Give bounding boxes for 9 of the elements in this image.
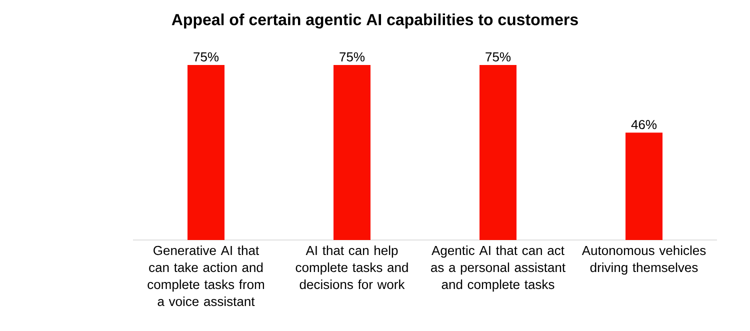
- x-tick-label: AI that can help complete tasks and decisions for work: [296, 246, 408, 290]
- x-tick-label: Agentic AI that can act as a personal assistant and complete tasks: [430, 246, 566, 292]
- data-label: 46%: [631, 120, 657, 130]
- x-tick-label: Autonomous vehicles driving themselves: [582, 246, 706, 275]
- x-tick-label: Generative AI that can take action and complete tasks from a voice assistant: [148, 246, 264, 306]
- data-label: 75%: [194, 52, 219, 62]
- chart-title: Appeal of certain agentic AI capabilities to customers: [172, 14, 578, 28]
- data-label: 75%: [340, 52, 365, 62]
- data-label: 75%: [486, 52, 511, 62]
